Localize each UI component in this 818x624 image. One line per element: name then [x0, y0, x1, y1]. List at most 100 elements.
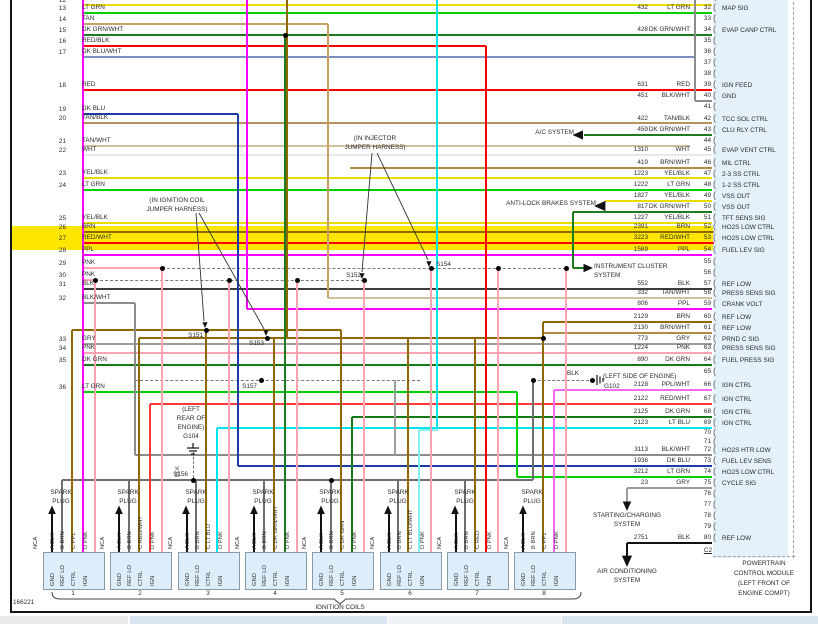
left-pin-color-label: WHT: [82, 146, 97, 153]
pcm-pin-bracket: (: [713, 427, 716, 437]
pcm-signal-label: REF LOW: [722, 535, 752, 542]
ground-g104-label: G104: [183, 433, 199, 440]
nca-label: NCA: [370, 536, 376, 549]
taskbar-segment[interactable]: [0, 616, 128, 624]
g104-location-note: (LEFT: [182, 406, 200, 413]
coil-number: 1: [71, 590, 75, 597]
pcm-wire-number: 1827: [633, 192, 648, 199]
pcm-pin-number: 50: [703, 203, 711, 210]
taskbar-segment[interactable]: [388, 616, 561, 624]
ignition-coil-box: [447, 552, 509, 590]
injector-harness-note: JUMPER HARNESS): [344, 144, 406, 151]
pcm-wire-number: 2128: [633, 381, 648, 388]
wire-segment: [195, 480, 197, 552]
wire-segment: [694, 0, 696, 101]
pcm-wire-color: BLK: [677, 280, 690, 287]
diagram-frame: [810, 0, 812, 612]
taskbar-segment[interactable]: [130, 616, 387, 624]
spark-plug-arrow: [319, 514, 323, 552]
pcm-pin-bracket: (: [713, 417, 716, 427]
coil-pin-label: REF LO: [397, 565, 403, 586]
wire-segment: [573, 267, 585, 269]
coil-stub-label: B BRN: [262, 531, 268, 549]
left-pin-number: 27: [58, 235, 66, 242]
g102-location-note: (LEFT SIDE OF ENGINE): [603, 373, 677, 380]
pcm-wire-number: 2129: [633, 313, 648, 320]
pcm-wire-color: PNK: [676, 344, 690, 351]
wire-segment: [394, 380, 396, 455]
ignition-coil-box: [380, 552, 442, 590]
highlight-band: [10, 226, 714, 250]
pcm-signal-label: TFT SENS SIG: [722, 215, 766, 222]
coil-stub-label: B BRN: [195, 531, 201, 549]
figure-number: 166221: [13, 599, 35, 606]
splice-s152: S152: [346, 272, 361, 279]
left-pin-color-label: YEL/BLK: [82, 214, 108, 221]
left-pin-number: 18: [58, 82, 66, 89]
coil-pin-label: IGN: [83, 575, 89, 586]
nca-label: NCA: [100, 536, 106, 549]
pcm-name: ENGINE COMPT): [738, 590, 790, 597]
nca-label: NCA: [168, 536, 174, 549]
pcm-wire-color: GRY: [676, 335, 690, 342]
pcm-pin-bracket: (: [713, 201, 716, 211]
leader-line: [198, 212, 265, 330]
pcm-pin-bracket: (: [713, 57, 716, 67]
spark-plug-label: PLUG: [456, 498, 474, 505]
left-pin-number: 16: [58, 38, 66, 45]
coil-pin-label: IGN: [285, 575, 291, 586]
pcm-pin-bracket: (: [713, 0, 716, 1]
left-pin-color-label: LT GRN: [82, 383, 105, 390]
pcm-pin-number: 54: [703, 246, 711, 253]
g104-wire-color: BLK: [175, 466, 181, 477]
pcm-wire-color: RED/WHT: [660, 234, 690, 241]
pcm-pin-number: 64: [703, 356, 711, 363]
pcm-wire-number: 1222: [633, 181, 648, 188]
splice-dot: [258, 377, 264, 383]
pcm-block-border: [713, 556, 795, 557]
splice-dot: [294, 277, 300, 283]
pcm-pin-bracket: (: [713, 212, 716, 222]
coil-pin-label: GND: [117, 573, 123, 586]
left-pin-color-label: DK BLU: [82, 105, 106, 112]
ignition-coil-harness-note: (IN IGNITION COIL: [149, 197, 205, 204]
pcm-wire-color: GRY: [676, 479, 690, 486]
leader-line: [195, 212, 205, 322]
wire-segment: [217, 427, 712, 429]
arrowhead-left-icon: [594, 200, 606, 212]
left-pin-color-label: PNK: [82, 259, 96, 266]
coil-stub-label: C LT BLU/WHT: [408, 509, 414, 549]
coil-pin-label: GND: [387, 573, 393, 586]
pcm-pin-bracket: (: [713, 333, 716, 343]
pcm-pin-bracket: (: [713, 322, 716, 332]
left-pin-number: 19: [58, 106, 66, 113]
pcm-pin-number: 59: [703, 300, 711, 307]
ignition-coil-box: [110, 552, 172, 590]
wire-segment: [82, 56, 695, 58]
pcm-wire-color: PPL: [677, 246, 690, 253]
wire-segment: [216, 428, 218, 552]
ignition-coil-box: [312, 552, 374, 590]
pcm-pin-number: 69: [703, 419, 711, 426]
wire-segment: [82, 364, 712, 366]
pcm-pin-bracket: (: [713, 311, 716, 321]
taskbar-segment[interactable]: [562, 616, 818, 624]
left-pin-number: 21: [58, 138, 66, 145]
pcm-wire-number: 3223: [633, 234, 648, 241]
arrowhead-up-icon: [451, 505, 459, 515]
pcm-pin-number: 40: [703, 92, 711, 99]
spark-plug-label: PLUG: [321, 498, 339, 505]
pcm-wire-color: BRN: [676, 223, 691, 230]
pcm-pin-number: 77: [703, 501, 711, 508]
pcm-pin-number: 57: [703, 280, 711, 287]
pcm-signal-label: IGN CTRL: [722, 409, 752, 416]
ignition-coil-box: [43, 552, 105, 590]
pcm-wire-color: BRN/WHT: [660, 324, 690, 331]
left-pin-color-label: YEL/BLK: [82, 169, 108, 176]
left-pin-color-label: RED: [82, 81, 96, 88]
pcm-pin-number: 62: [703, 335, 711, 342]
injector-harness-note: (IN INJECTOR: [353, 135, 397, 142]
spark-plug-label: PLUG: [52, 498, 70, 505]
wire-segment: [284, 35, 286, 552]
